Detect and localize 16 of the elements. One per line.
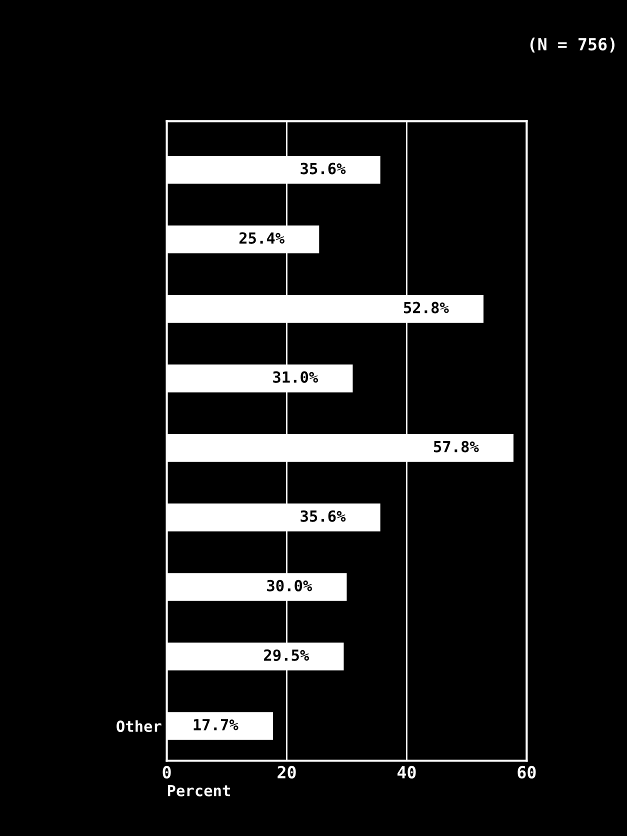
x-tick-label: 20	[278, 766, 296, 779]
data-label: 35.6%	[300, 162, 346, 174]
data-label: 31.0%	[273, 371, 318, 383]
x-tick-label: 0	[162, 766, 171, 779]
text: (N = 756)	[530, 38, 614, 52]
data-label: 25.4%	[239, 232, 284, 244]
x-tick-label: 40	[398, 766, 416, 779]
data-label: 17.7%	[194, 719, 238, 730]
y-tick-label: Other	[116, 720, 162, 732]
data-label: 35.6%	[300, 510, 346, 522]
data-label: 29.5%	[264, 649, 310, 661]
x-tick-label: 60	[518, 766, 536, 779]
data-label: 30.0%	[267, 580, 312, 592]
data-label: 52.8%	[404, 302, 449, 314]
x-axis-title: Percent	[168, 785, 230, 796]
data-label: 57.8%	[434, 440, 479, 452]
